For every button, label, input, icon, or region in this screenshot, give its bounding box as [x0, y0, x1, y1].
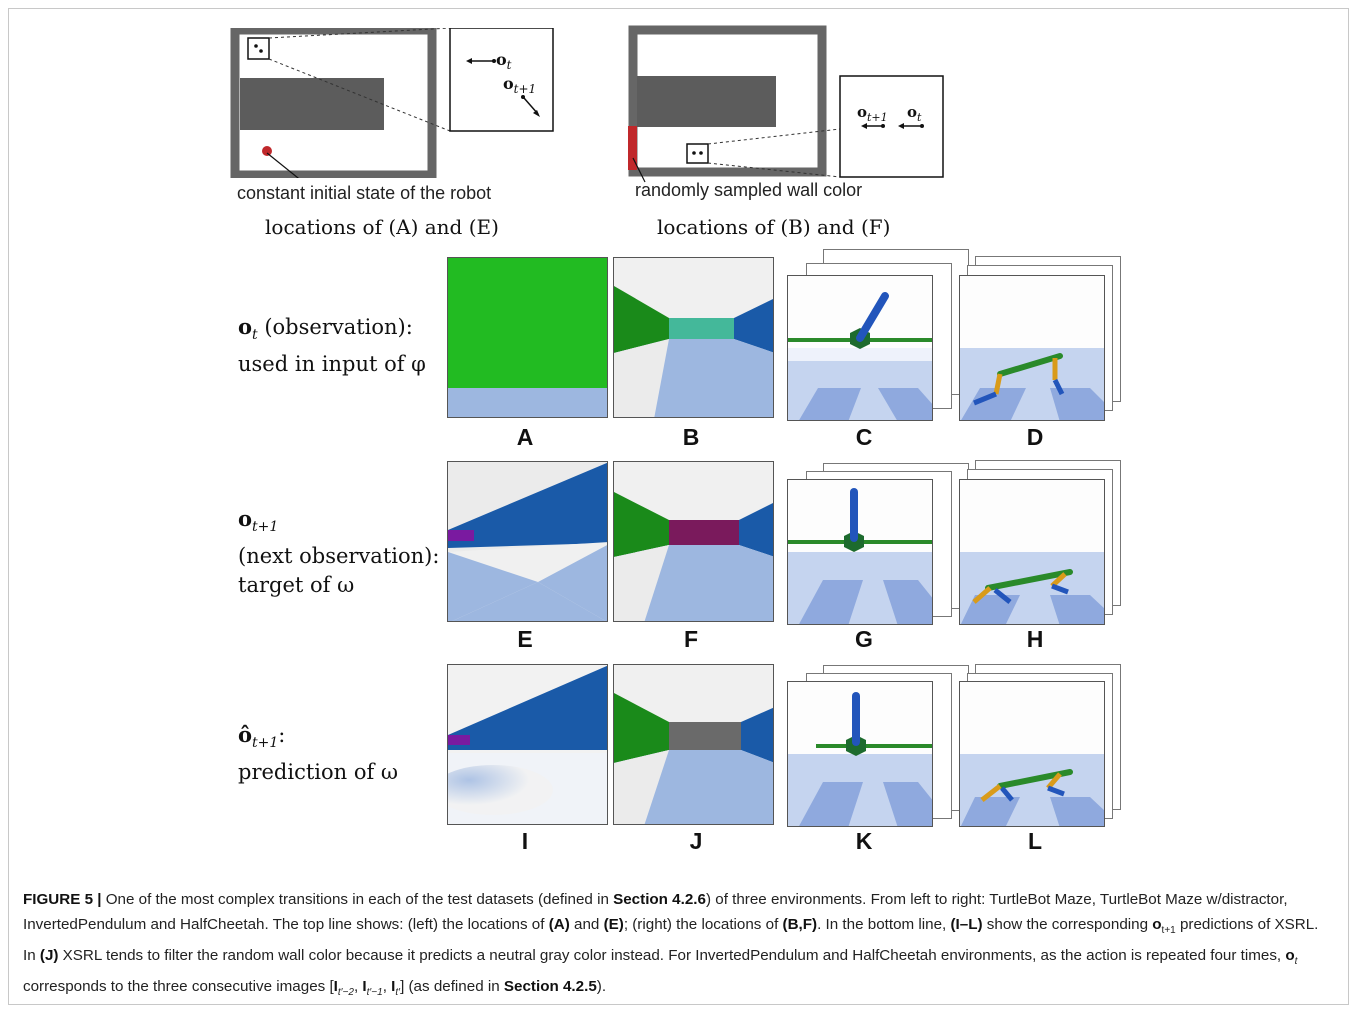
inset-left-ot1: ot+1	[503, 74, 537, 97]
panel-h	[959, 479, 1105, 625]
inset-right-ot: ot	[907, 103, 922, 124]
panel-label-a: A	[516, 424, 534, 450]
panel-label-e: E	[517, 626, 533, 652]
panel-g	[787, 479, 933, 625]
panel-label-k: K	[855, 828, 873, 854]
panel-i	[447, 664, 608, 825]
panel-b	[613, 257, 774, 418]
panel-label-i: I	[521, 828, 529, 854]
maze-left-locations: locations of (A) and (E)	[265, 215, 499, 239]
panel-f	[613, 461, 774, 622]
panel-label-b: B	[682, 424, 700, 450]
maze-left	[230, 28, 554, 178]
inset-left-ot: ot	[496, 50, 512, 73]
panel-label-d: D	[1026, 424, 1044, 450]
panel-e	[447, 461, 608, 622]
maze-right-locations: locations of (B) and (F)	[657, 215, 891, 239]
panel-label-j: J	[689, 828, 703, 854]
panel-d	[959, 275, 1105, 421]
panel-label-h: H	[1026, 626, 1044, 652]
panel-l	[959, 681, 1105, 827]
panel-c	[787, 275, 933, 421]
panel-label-g: G	[855, 626, 873, 652]
maze-left-annotation: constant initial state of the robot	[237, 183, 492, 203]
panel-k	[787, 681, 933, 827]
row-label-prediction: ôt+1: prediction of ω	[238, 722, 399, 785]
panel-label-f: F	[683, 626, 699, 652]
maze-right	[628, 25, 944, 183]
panel-label-l: L	[1027, 828, 1043, 854]
panel-j	[613, 664, 774, 825]
panel-a	[447, 257, 608, 418]
figure-caption: FIGURE 5 | One of the most complex trans…	[23, 891, 1319, 999]
panel-label-c: C	[855, 424, 873, 450]
row-label-observation: ot (observation): used in input of φ	[238, 314, 426, 377]
row-label-next-observation: ot+1 (next observation): target of ω	[238, 506, 440, 598]
maze-right-annotation: randomly sampled wall color	[635, 180, 863, 200]
inset-right-ot1: ot+1	[857, 103, 888, 124]
figure-frame	[8, 8, 1349, 1005]
